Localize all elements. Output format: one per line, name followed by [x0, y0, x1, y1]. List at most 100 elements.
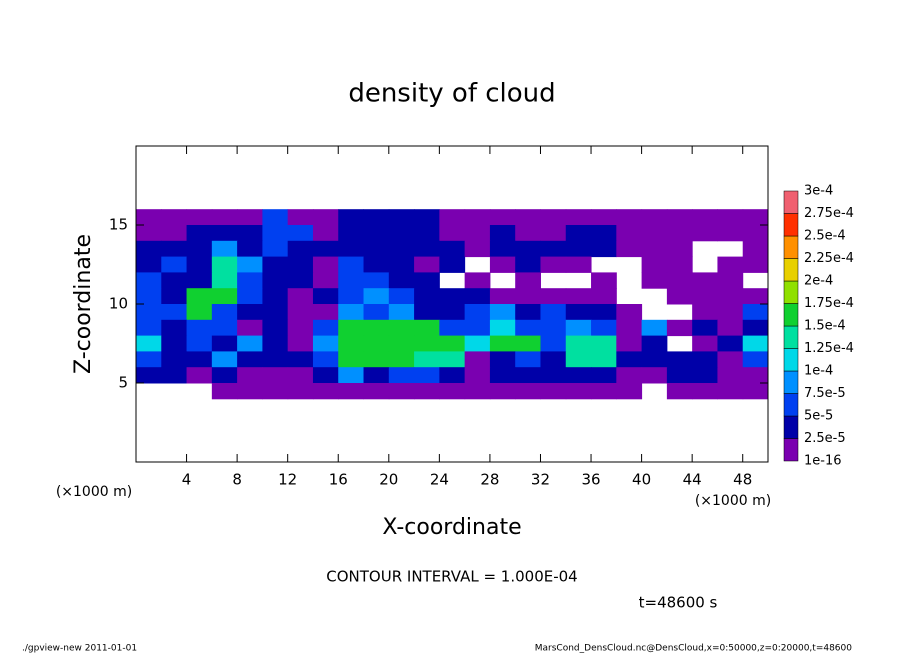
cell: [692, 351, 718, 368]
cell: [666, 256, 693, 273]
cell: [591, 335, 617, 352]
cell: [742, 256, 769, 273]
cell: [439, 383, 466, 400]
cell: [565, 256, 592, 273]
cell: [262, 351, 289, 368]
cell: [515, 319, 541, 337]
cell: [136, 225, 162, 242]
cell: [312, 351, 339, 368]
cell: [287, 240, 314, 258]
cell: [692, 272, 718, 289]
cell: [186, 288, 213, 305]
cell: [363, 383, 390, 400]
cell: [136, 335, 162, 352]
cell: [287, 383, 314, 400]
cell: [363, 304, 390, 321]
cell: [414, 319, 440, 337]
cell: [717, 225, 744, 242]
cell: [262, 304, 289, 321]
cell: [616, 225, 643, 242]
cell: [237, 335, 263, 352]
cell: [666, 319, 693, 337]
cell: [237, 256, 263, 273]
cell: [161, 209, 188, 226]
colorbar-label: 2e-4: [804, 274, 833, 289]
cell: [414, 209, 440, 226]
cell: [414, 367, 440, 384]
cell: [464, 335, 491, 352]
colorbar-box: [783, 258, 799, 282]
cell: [414, 288, 440, 305]
cell: [136, 351, 162, 368]
cell: [312, 240, 339, 258]
cell: [237, 209, 263, 226]
cell: [363, 240, 390, 258]
cell: [439, 335, 466, 352]
cell: [717, 351, 744, 368]
cell: [489, 335, 516, 352]
cell: [565, 304, 592, 321]
cell: [237, 383, 263, 400]
cell: [338, 319, 365, 337]
cell: [237, 304, 263, 321]
cell: [136, 367, 162, 384]
colorbar-box: [783, 190, 799, 214]
cell: [439, 319, 466, 337]
cell: [136, 256, 162, 273]
cell: [363, 319, 390, 337]
cell: [540, 288, 567, 305]
cell: [439, 256, 466, 273]
cell: [464, 225, 491, 242]
x-tick-label: 24: [430, 471, 449, 489]
cell: [717, 256, 744, 273]
cell: [262, 335, 289, 352]
cell: [388, 304, 415, 321]
cell: [591, 225, 617, 242]
cell: [211, 335, 238, 352]
cell: [666, 272, 693, 289]
cell: [742, 240, 769, 258]
cell: [489, 240, 516, 258]
cell: [489, 383, 516, 400]
cell: [338, 209, 365, 226]
cell: [717, 209, 744, 226]
colorbar-label: 2.75e-4: [804, 206, 854, 221]
cell: [388, 367, 415, 384]
cell: [161, 225, 188, 242]
cell: [616, 209, 643, 226]
colorbar-label: 1e-4: [804, 364, 833, 379]
cell: [211, 304, 238, 321]
cell: [464, 288, 491, 305]
cell: [641, 367, 668, 384]
cell: [262, 256, 289, 273]
cell: [666, 351, 693, 368]
cell: [186, 367, 213, 384]
cell: [186, 335, 213, 352]
cell: [161, 335, 188, 352]
cell: [287, 335, 314, 352]
cell: [338, 225, 365, 242]
cell: [489, 288, 516, 305]
colorbar-label: 3e-4: [804, 184, 833, 199]
cell: [692, 383, 718, 400]
cell: [414, 304, 440, 321]
cell: [287, 209, 314, 226]
cell: [414, 256, 440, 273]
x-tick-label: 36: [581, 471, 600, 489]
x-tick-label: 44: [683, 471, 702, 489]
x-tick-label: 8: [232, 471, 242, 489]
cell: [692, 335, 718, 352]
cell: [717, 304, 744, 321]
cell: [515, 225, 541, 242]
cell: [641, 351, 668, 368]
colorbar-label: 1.25e-4: [804, 341, 854, 356]
cell: [515, 256, 541, 273]
cell: [591, 272, 617, 289]
cell: [565, 225, 592, 242]
cell: [616, 240, 643, 258]
cell: [641, 319, 668, 337]
y-tick-label: 5: [118, 374, 128, 392]
cell: [565, 367, 592, 384]
